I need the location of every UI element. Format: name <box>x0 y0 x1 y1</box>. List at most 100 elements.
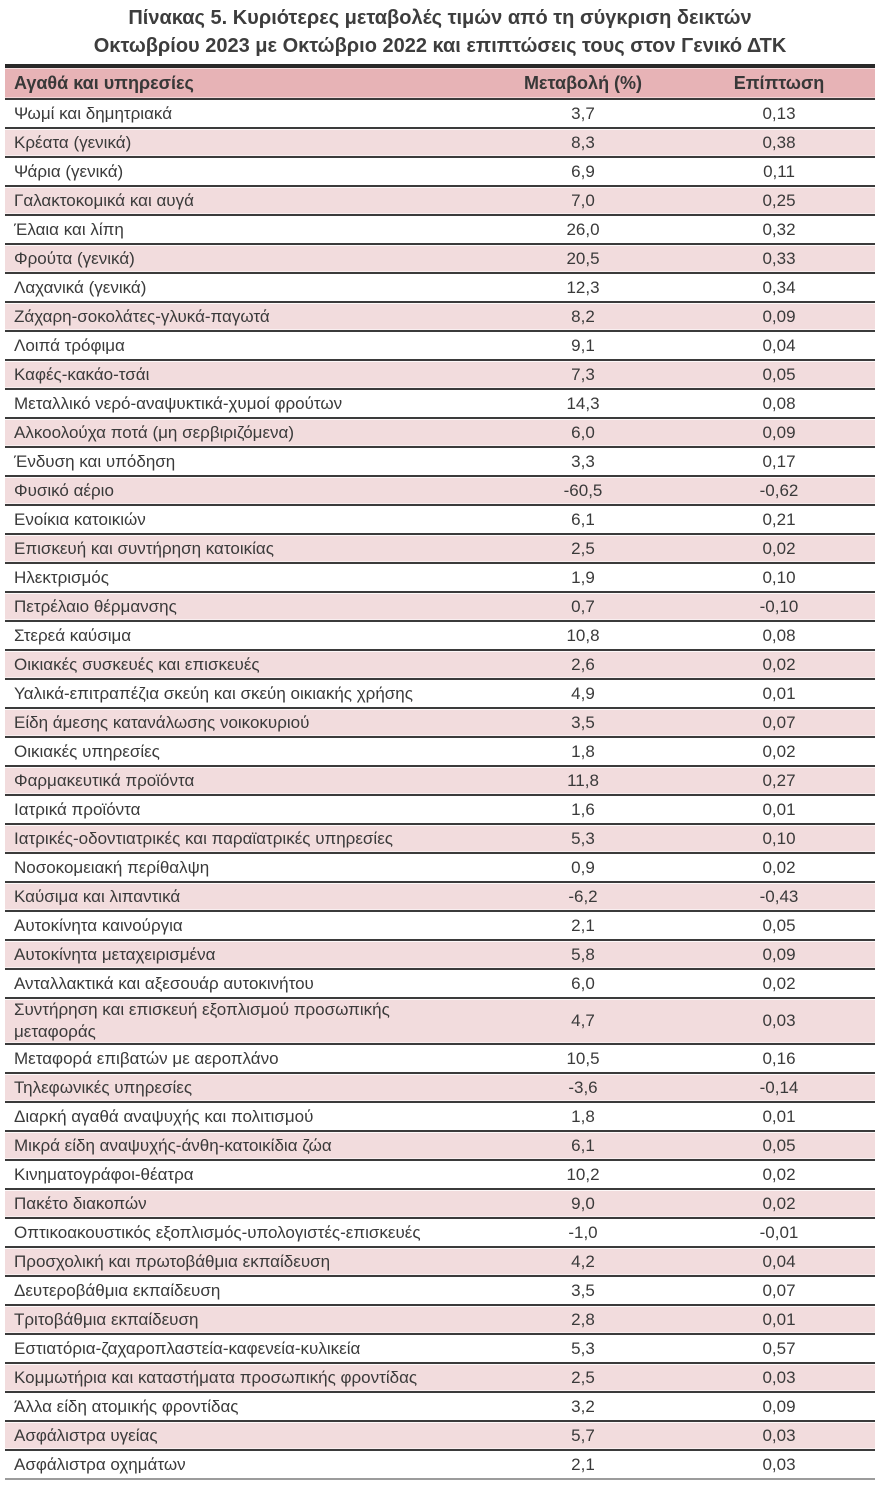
row-impact: 0,08 <box>683 388 875 418</box>
table-header: Αγαθά και υπηρεσίες Μεταβολή (%) Επίπτωσ… <box>5 64 875 100</box>
table-row: Ενοίκια κατοικιών 6,1 0,21 <box>5 504 875 534</box>
row-change: 8,3 <box>483 127 683 157</box>
table-row: Ζάχαρη-σοκολάτες-γλυκά-παγωτά 8,2 0,09 <box>5 301 875 331</box>
row-impact: 0,02 <box>683 852 875 882</box>
row-change: 2,1 <box>483 910 683 940</box>
row-change: 5,8 <box>483 939 683 969</box>
row-label: Πετρέλαιο θέρμανσης <box>5 591 483 621</box>
row-change: 1,8 <box>483 736 683 766</box>
table-row: Διαρκή αγαθά αναψυχής και πολιτισμού 1,8 0… <box>5 1101 875 1131</box>
row-impact: 0,04 <box>683 1246 875 1276</box>
row-change: 7,0 <box>483 185 683 215</box>
row-label: Ιατρικά προϊόντα <box>5 794 483 824</box>
table-row: Λοιπά τρόφιμα 9,1 0,04 <box>5 330 875 360</box>
row-change: 3,2 <box>483 1391 683 1421</box>
row-change: 3,3 <box>483 446 683 476</box>
row-label: Διαρκή αγαθά αναψυχής και πολιτισμού <box>5 1101 483 1131</box>
row-change: 1,9 <box>483 562 683 592</box>
row-label: Κομμωτήρια και καταστήματα προσωπικής φρ… <box>5 1362 483 1392</box>
col-header-impact: Επίπτωση <box>683 64 875 100</box>
table-row: Φρούτα (γενικά) 20,5 0,33 <box>5 243 875 273</box>
table-row: Ψάρια (γενικά) 6,9 0,11 <box>5 156 875 186</box>
table-row: Δευτεροβάθμια εκπαίδευση 3,5 0,07 <box>5 1275 875 1305</box>
row-impact: 0,01 <box>683 1101 875 1131</box>
row-impact: 0,04 <box>683 330 875 360</box>
table-row: Έλαια και λίπη 26,0 0,32 <box>5 214 875 244</box>
row-impact: 0,11 <box>683 156 875 186</box>
table-row: Άλλα είδη ατομικής φροντίδας 3,2 0,09 <box>5 1391 875 1421</box>
row-label: Ηλεκτρισμός <box>5 562 483 592</box>
row-label: Ιατρικές-οδοντιατρικές και παραϊατρικές … <box>5 823 483 853</box>
row-impact: 0,07 <box>683 1275 875 1305</box>
row-impact: 0,02 <box>683 649 875 679</box>
row-impact: 0,02 <box>683 1188 875 1218</box>
table-row: Τηλεφωνικές υπηρεσίες -3,6 -0,14 <box>5 1072 875 1102</box>
row-change: 10,2 <box>483 1159 683 1189</box>
row-label: Καφές-κακάο-τσάι <box>5 359 483 389</box>
table-row: Ασφάλιστρα οχημάτων 2,1 0,03 <box>5 1449 875 1480</box>
row-change: 2,6 <box>483 649 683 679</box>
row-impact: 0,13 <box>683 98 875 128</box>
row-label: Ασφάλιστρα οχημάτων <box>5 1449 483 1480</box>
row-impact: 0,02 <box>683 968 875 998</box>
table-row: Ασφάλιστρα υγείας 5,7 0,03 <box>5 1420 875 1450</box>
row-label: Επισκευή και συντήρηση κατοικίας <box>5 533 483 563</box>
row-label: Ψωμί και δημητριακά <box>5 98 483 128</box>
table-row: Ιατρικές-οδοντιατρικές και παραϊατρικές … <box>5 823 875 853</box>
row-change: 8,2 <box>483 301 683 331</box>
row-impact: 0,09 <box>683 417 875 447</box>
row-impact: 0,27 <box>683 765 875 795</box>
table-row: Φαρμακευτικά προϊόντα 11,8 0,27 <box>5 765 875 795</box>
row-label: Φαρμακευτικά προϊόντα <box>5 765 483 795</box>
row-change: 10,5 <box>483 1043 683 1073</box>
row-label: Πακέτο διακοπών <box>5 1188 483 1218</box>
table-row: Καφές-κακάο-τσάι 7,3 0,05 <box>5 359 875 389</box>
row-change: 4,7 <box>483 997 683 1044</box>
row-label: Δευτεροβάθμια εκπαίδευση <box>5 1275 483 1305</box>
row-label: Μεταφορά επιβατών με αεροπλάνο <box>5 1043 483 1073</box>
row-change: 12,3 <box>483 272 683 302</box>
row-change: 0,9 <box>483 852 683 882</box>
table-row: Μεταλλικό νερό-αναψυκτικά-χυμοί φρούτων 1… <box>5 388 875 418</box>
row-impact: 0,38 <box>683 127 875 157</box>
row-impact: -0,62 <box>683 475 875 505</box>
row-impact: 0,09 <box>683 1391 875 1421</box>
table-row: Αυτοκίνητα καινούργια 2,1 0,05 <box>5 910 875 940</box>
row-change: 2,5 <box>483 533 683 563</box>
col-header-goods: Αγαθά και υπηρεσίες <box>5 64 483 100</box>
table-row: Επισκευή και συντήρηση κατοικίας 2,5 0,02 <box>5 533 875 563</box>
row-label: Προσχολική και πρωτοβάθμια εκπαίδευση <box>5 1246 483 1276</box>
row-change: 5,7 <box>483 1420 683 1450</box>
row-change: 4,9 <box>483 678 683 708</box>
table-row: Αλκοολούχα ποτά (μη σερβιριζόμενα) 6,0 0,0… <box>5 417 875 447</box>
table-row: Μικρά είδη αναψυχής-άνθη-κατοικίδια ζώα 6… <box>5 1130 875 1160</box>
row-change: 1,8 <box>483 1101 683 1131</box>
row-change: -3,6 <box>483 1072 683 1102</box>
table-row: Πακέτο διακοπών 9,0 0,02 <box>5 1188 875 1218</box>
row-change: 1,6 <box>483 794 683 824</box>
row-label: Άλλα είδη ατομικής φροντίδας <box>5 1391 483 1421</box>
row-impact: 0,32 <box>683 214 875 244</box>
row-label: Φυσικό αέριο <box>5 475 483 505</box>
row-change: 9,0 <box>483 1188 683 1218</box>
row-label: Μικρά είδη αναψυχής-άνθη-κατοικίδια ζώα <box>5 1130 483 1160</box>
row-label: Λαχανικά (γενικά) <box>5 272 483 302</box>
row-change: 9,1 <box>483 330 683 360</box>
row-impact: -0,01 <box>683 1217 875 1247</box>
table-row: Γαλακτοκομικά και αυγά 7,0 0,25 <box>5 185 875 215</box>
row-impact: 0,03 <box>683 1420 875 1450</box>
table-row: Μεταφορά επιβατών με αεροπλάνο 10,5 0,16 <box>5 1043 875 1073</box>
row-label: Ασφάλιστρα υγείας <box>5 1420 483 1450</box>
row-impact: 0,21 <box>683 504 875 534</box>
row-label: Αυτοκίνητα καινούργια <box>5 910 483 940</box>
row-impact: 0,34 <box>683 272 875 302</box>
table-row: Οικιακές συσκευές και επισκευές 2,6 0,02 <box>5 649 875 679</box>
row-impact: 0,03 <box>683 997 875 1044</box>
row-label: Ανταλλακτικά και αξεσουάρ αυτοκινήτου <box>5 968 483 998</box>
row-label: Υαλικά-επιτραπέζια σκεύη και σκεύη οικια… <box>5 678 483 708</box>
row-change: 5,3 <box>483 823 683 853</box>
row-impact: 0,09 <box>683 939 875 969</box>
row-impact: 0,02 <box>683 533 875 563</box>
table-row: Προσχολική και πρωτοβάθμια εκπαίδευση 4,2… <box>5 1246 875 1276</box>
